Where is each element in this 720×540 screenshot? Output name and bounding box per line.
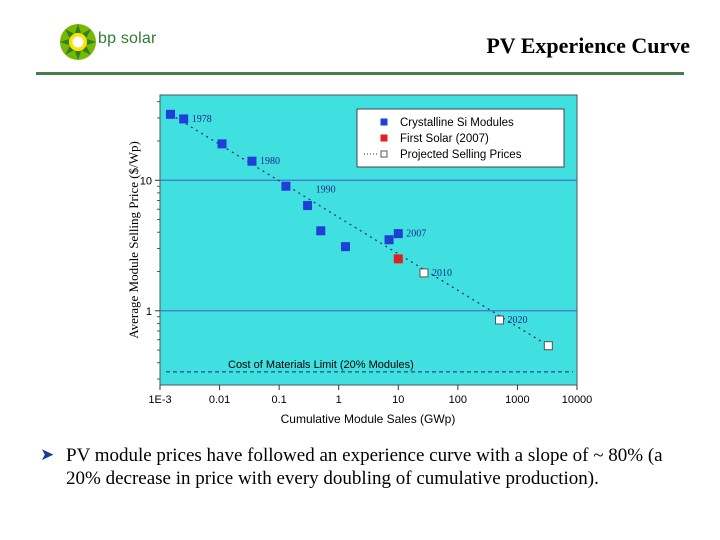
year-label: 1980 <box>260 156 280 167</box>
slide-title: PV Experience Curve <box>486 33 690 58</box>
data-point <box>494 315 504 325</box>
data-point <box>217 139 227 149</box>
data-point <box>393 254 403 264</box>
legend-swatch <box>380 118 388 126</box>
data-point <box>247 156 257 166</box>
x-tick-label: 1 <box>336 394 342 406</box>
legend-swatch <box>380 134 388 142</box>
data-point <box>419 268 429 278</box>
data-point <box>303 201 313 211</box>
x-tick-label: 1000 <box>505 394 529 406</box>
materials-limit-label: Cost of Materials Limit (20% Modules) <box>228 359 414 371</box>
x-tick-label: 10000 <box>562 394 593 406</box>
x-tick-label: 0.01 <box>209 394 230 406</box>
data-point <box>281 181 291 191</box>
bullet-text: PV module prices have followed an experi… <box>66 445 663 489</box>
data-point <box>543 341 553 351</box>
y-axis-label: Average Module Selling Price ($/Wp) <box>126 141 141 339</box>
data-point <box>316 226 326 236</box>
data-point <box>384 235 394 245</box>
data-point <box>179 114 189 124</box>
year-label: 2020 <box>507 315 527 326</box>
data-point <box>341 242 351 252</box>
y-tick-label: 1 <box>146 306 152 318</box>
x-tick-label: 0.1 <box>271 394 286 406</box>
x-tick-label: 1E-3 <box>148 394 171 406</box>
x-tick-label: 10 <box>392 394 404 406</box>
legend-label: Projected Selling Prices <box>400 149 522 161</box>
experience-curve-chart: Cost of Materials Limit (20% Modules) 19… <box>126 94 593 426</box>
year-label: 1978 <box>192 114 212 125</box>
x-axis-label: Cumulative Module Sales (GWp) <box>281 412 456 426</box>
arrow-bullet-icon: ➤ <box>40 445 55 465</box>
year-label: 2010 <box>432 268 452 279</box>
x-tick-label: 100 <box>449 394 467 406</box>
legend-swatch <box>380 150 388 158</box>
chart-legend: Crystalline Si Modules First Solar (2007)… <box>356 108 565 168</box>
year-label: 2007 <box>406 229 426 240</box>
trend-line <box>170 113 549 347</box>
year-label: 1990 <box>316 184 336 195</box>
y-tick-label: 10 <box>140 175 152 187</box>
legend-box <box>356 108 565 168</box>
bp-helios-logo-icon <box>60 24 96 60</box>
data-point <box>165 109 175 119</box>
legend-label: Crystalline Si Modules <box>400 117 514 129</box>
data-point <box>393 229 403 239</box>
title-divider <box>36 72 684 75</box>
brand-logo-text: bp solar <box>98 30 157 47</box>
legend-label: First Solar (2007) <box>400 133 489 145</box>
